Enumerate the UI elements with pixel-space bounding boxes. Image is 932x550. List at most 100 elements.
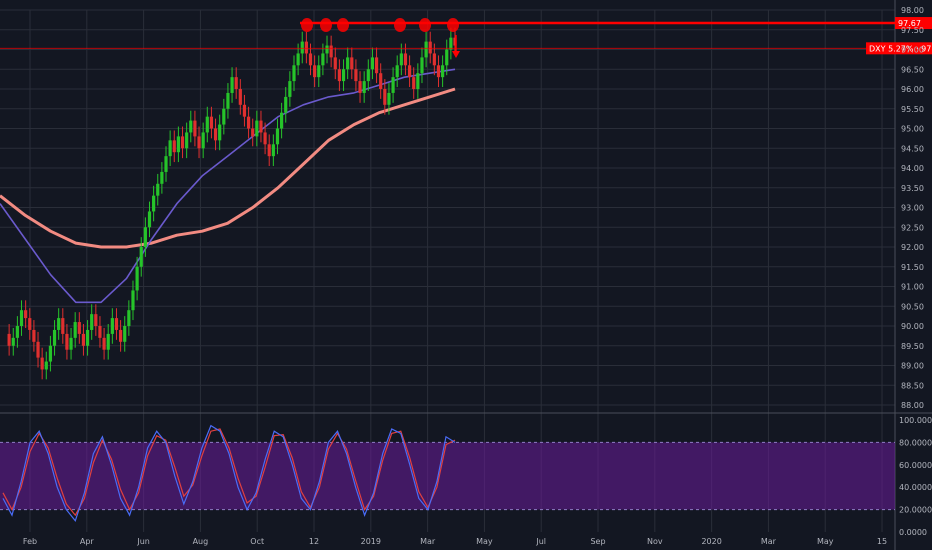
candle-body (304, 41, 308, 54)
candle-body (374, 57, 379, 74)
date-label: Aug (193, 537, 209, 546)
candle-body (366, 69, 370, 82)
date-label: 2020 (701, 537, 721, 546)
candle-body (292, 65, 296, 82)
candle-body (251, 128, 255, 137)
date-label: Jun (136, 537, 150, 546)
candle-body (288, 81, 292, 97)
price-tick-label: 88.00 (901, 401, 924, 410)
candle-body (127, 310, 131, 326)
candle-body (209, 116, 214, 129)
candle-body (436, 65, 441, 78)
candle-body (65, 333, 69, 350)
candle-body (139, 247, 143, 267)
candle-body (168, 140, 172, 157)
candle-body (131, 290, 135, 311)
candle-body (445, 49, 449, 66)
candle-body (259, 120, 263, 133)
price-tick-label: 96.00 (901, 85, 924, 94)
candle-body (416, 73, 420, 89)
candle-body (337, 69, 342, 82)
candle-body (432, 53, 436, 66)
resistance-touch-marker (337, 18, 349, 33)
candle-body (379, 73, 383, 89)
candle-body (85, 329, 90, 346)
candle-body (24, 310, 28, 319)
price-tick-label: 97.50 (901, 26, 924, 35)
candle-body (176, 136, 180, 153)
candle-body (19, 310, 24, 326)
candle-body (226, 92, 230, 109)
candle-body (387, 92, 391, 105)
stochastic-tick-label: 20.0000 (899, 506, 932, 515)
price-tick-label: 92.00 (901, 243, 924, 252)
candle-body (317, 65, 321, 78)
candle-body (98, 326, 102, 338)
stochastic-tick-label: 60.0000 (899, 461, 932, 470)
candle-body (201, 132, 205, 149)
candle-body (267, 144, 271, 157)
candle-body (284, 96, 288, 113)
date-label: 2019 (361, 537, 381, 546)
price-tick-label: 92.50 (901, 223, 924, 232)
candle-body (362, 81, 366, 93)
candle-body (7, 333, 11, 346)
price-tick-label: 93.00 (901, 204, 924, 213)
last-price-tag (866, 42, 932, 55)
stochastic-layer (2, 424, 456, 523)
candle-body (152, 195, 156, 212)
date-label: Nov (647, 537, 663, 546)
candle-body (57, 318, 61, 330)
candle-body (271, 144, 275, 157)
resistance-touch-marker (419, 18, 431, 33)
candle-body (350, 57, 354, 70)
date-label: Mar (761, 537, 777, 546)
candle-body (160, 171, 164, 184)
price-tick-label: 95.00 (901, 125, 924, 134)
candle-body (280, 112, 284, 129)
candle-body (69, 337, 73, 350)
resistance-touch-marker (447, 18, 459, 33)
candle-body (354, 69, 358, 82)
candle-body (238, 89, 242, 105)
candle-body (346, 57, 350, 70)
candle-body (222, 108, 226, 125)
candle-body (90, 314, 94, 330)
candle-body (189, 120, 193, 133)
candle-body (370, 57, 375, 70)
stochastic-tick-label: 0.0000 (899, 528, 927, 537)
candle-body (246, 116, 251, 129)
candle-body (341, 69, 346, 82)
stochastic-tick-label: 100.0000 (899, 416, 932, 425)
candle-body (205, 116, 209, 133)
candle-body (428, 41, 432, 54)
candle-body (102, 337, 106, 350)
candle-body (164, 156, 168, 172)
candle-body (81, 333, 86, 346)
candle-body (308, 53, 313, 66)
candle-body (61, 318, 65, 334)
candle-body (28, 318, 32, 330)
price-tick-label: 93.50 (901, 184, 924, 193)
resistance-tag (895, 17, 932, 30)
stochastic-k-line (2, 424, 456, 523)
candle-body (391, 77, 395, 93)
resistance-touch-marker (394, 18, 406, 33)
candle-body (399, 53, 403, 66)
price-tick-label: 88.50 (901, 381, 924, 390)
candle-body (333, 57, 337, 70)
price-tick-label: 98.00 (901, 6, 924, 15)
price-tick-label: 89.50 (901, 342, 924, 351)
candle-body (73, 322, 77, 338)
date-label: May (817, 537, 834, 546)
candle-body (197, 136, 201, 149)
price-tick-label: 91.50 (901, 263, 924, 272)
date-label: May (476, 537, 493, 546)
candle-body (407, 65, 412, 78)
candle-body (118, 329, 123, 342)
candle-body (424, 41, 428, 58)
candle-body (453, 37, 457, 46)
candle-body (32, 329, 36, 342)
candle-body (395, 65, 399, 78)
